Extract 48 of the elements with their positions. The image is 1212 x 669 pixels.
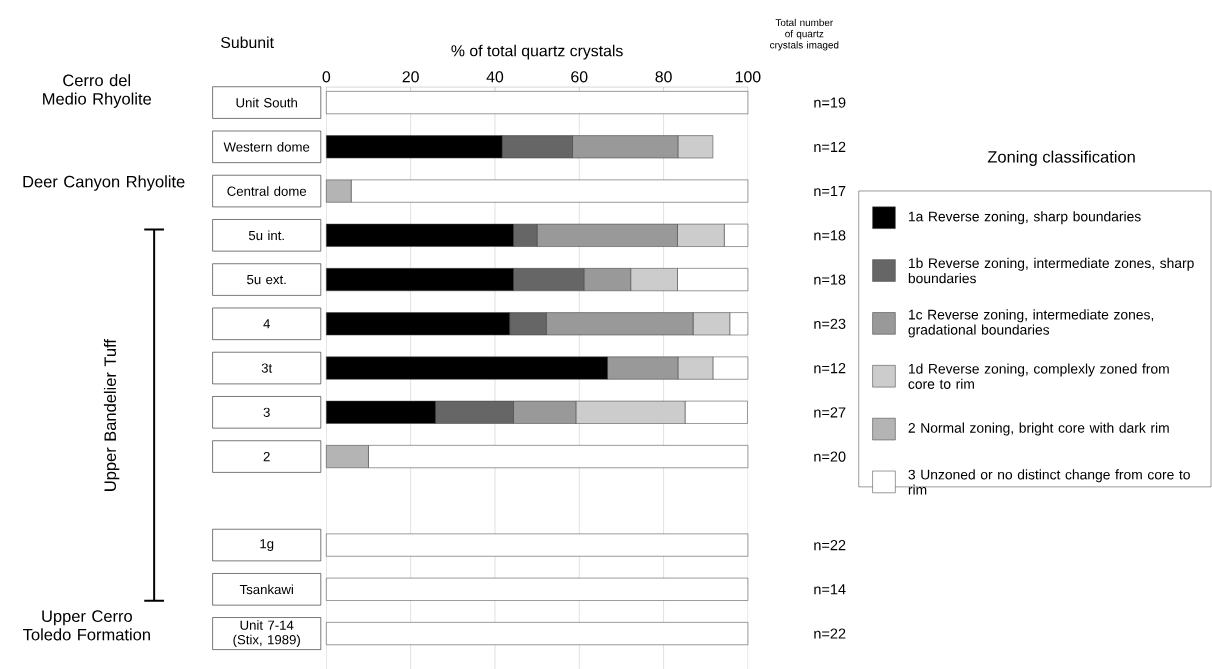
legend-label: 1d Reverse zoning, complexly zoned from core to rim: [908, 363, 1169, 389]
text: n=17: [814, 185, 846, 196]
text: n=22: [814, 539, 846, 551]
y-tick-label: 5u ext.: [247, 274, 286, 285]
legend-label: 1a Reverse zoning, sharp boundaries: [908, 211, 1141, 225]
y-tick-label: Central dome: [227, 186, 307, 196]
text: Cerro del Medio Rhyolite: [43, 74, 151, 108]
bar: [326, 90, 749, 114]
x-tick-label: 20: [402, 71, 419, 83]
x-tick-label: 100: [735, 71, 761, 83]
y-tick-label: 1g: [260, 539, 274, 551]
x-axis-title: % of total quartz crystals: [451, 44, 623, 60]
legend-label: 1c Reverse zoning, intermediate zones, gradational boundaries: [908, 309, 1154, 338]
text: n=12: [814, 362, 846, 374]
legend-title: Zoning classification: [987, 150, 1135, 166]
text: n=19: [814, 97, 846, 108]
y-axis-title: Subunit: [221, 36, 274, 49]
legend-label: 1b Reverse zoning, intermediate zones, sharp boundaries: [908, 257, 1194, 284]
text: n=22: [814, 628, 846, 639]
text: n=14: [814, 584, 846, 595]
text: n=27: [814, 407, 846, 418]
y-tick-label: 2: [263, 451, 270, 462]
y-tick-label: Unit 7-14 (Stix, 1989): [233, 620, 300, 647]
bar: [326, 577, 749, 601]
text: n=18: [814, 274, 846, 285]
y-tick-label: Tsankawi: [239, 584, 293, 595]
y-tick-label: Western dome: [223, 141, 310, 152]
legend-label: 2 Normal zoning, bright core with dark rim: [908, 422, 1169, 436]
y-tick-label: 3t: [261, 363, 273, 373]
x-tick-label: 0: [322, 71, 331, 83]
x-tick-label: 40: [486, 71, 504, 83]
bar: [326, 621, 749, 645]
text: Upper Bandelier Tuff: [103, 338, 120, 491]
text: n=23: [814, 318, 846, 329]
text: n=18: [814, 230, 846, 241]
bar: [326, 533, 749, 557]
text: n=20: [814, 451, 846, 462]
x-tick-label: 60: [571, 71, 588, 83]
y-tick-label: 4: [263, 319, 270, 329]
text: Upper Cerro Toledo Formation: [23, 610, 150, 641]
legend-label: 3 Unzoned or no distinct change from core to rim: [908, 469, 1190, 495]
y-tick-label: Unit South: [236, 97, 297, 108]
y-tick-label: 3: [263, 407, 270, 417]
x-tick-label: 80: [655, 71, 672, 83]
text: Total number of quartz crystals imaged: [770, 18, 839, 51]
text: n=12: [814, 141, 846, 152]
y-tick-label: 5u int.: [248, 230, 284, 241]
text: Deer Canyon Rhyolite: [23, 175, 185, 191]
